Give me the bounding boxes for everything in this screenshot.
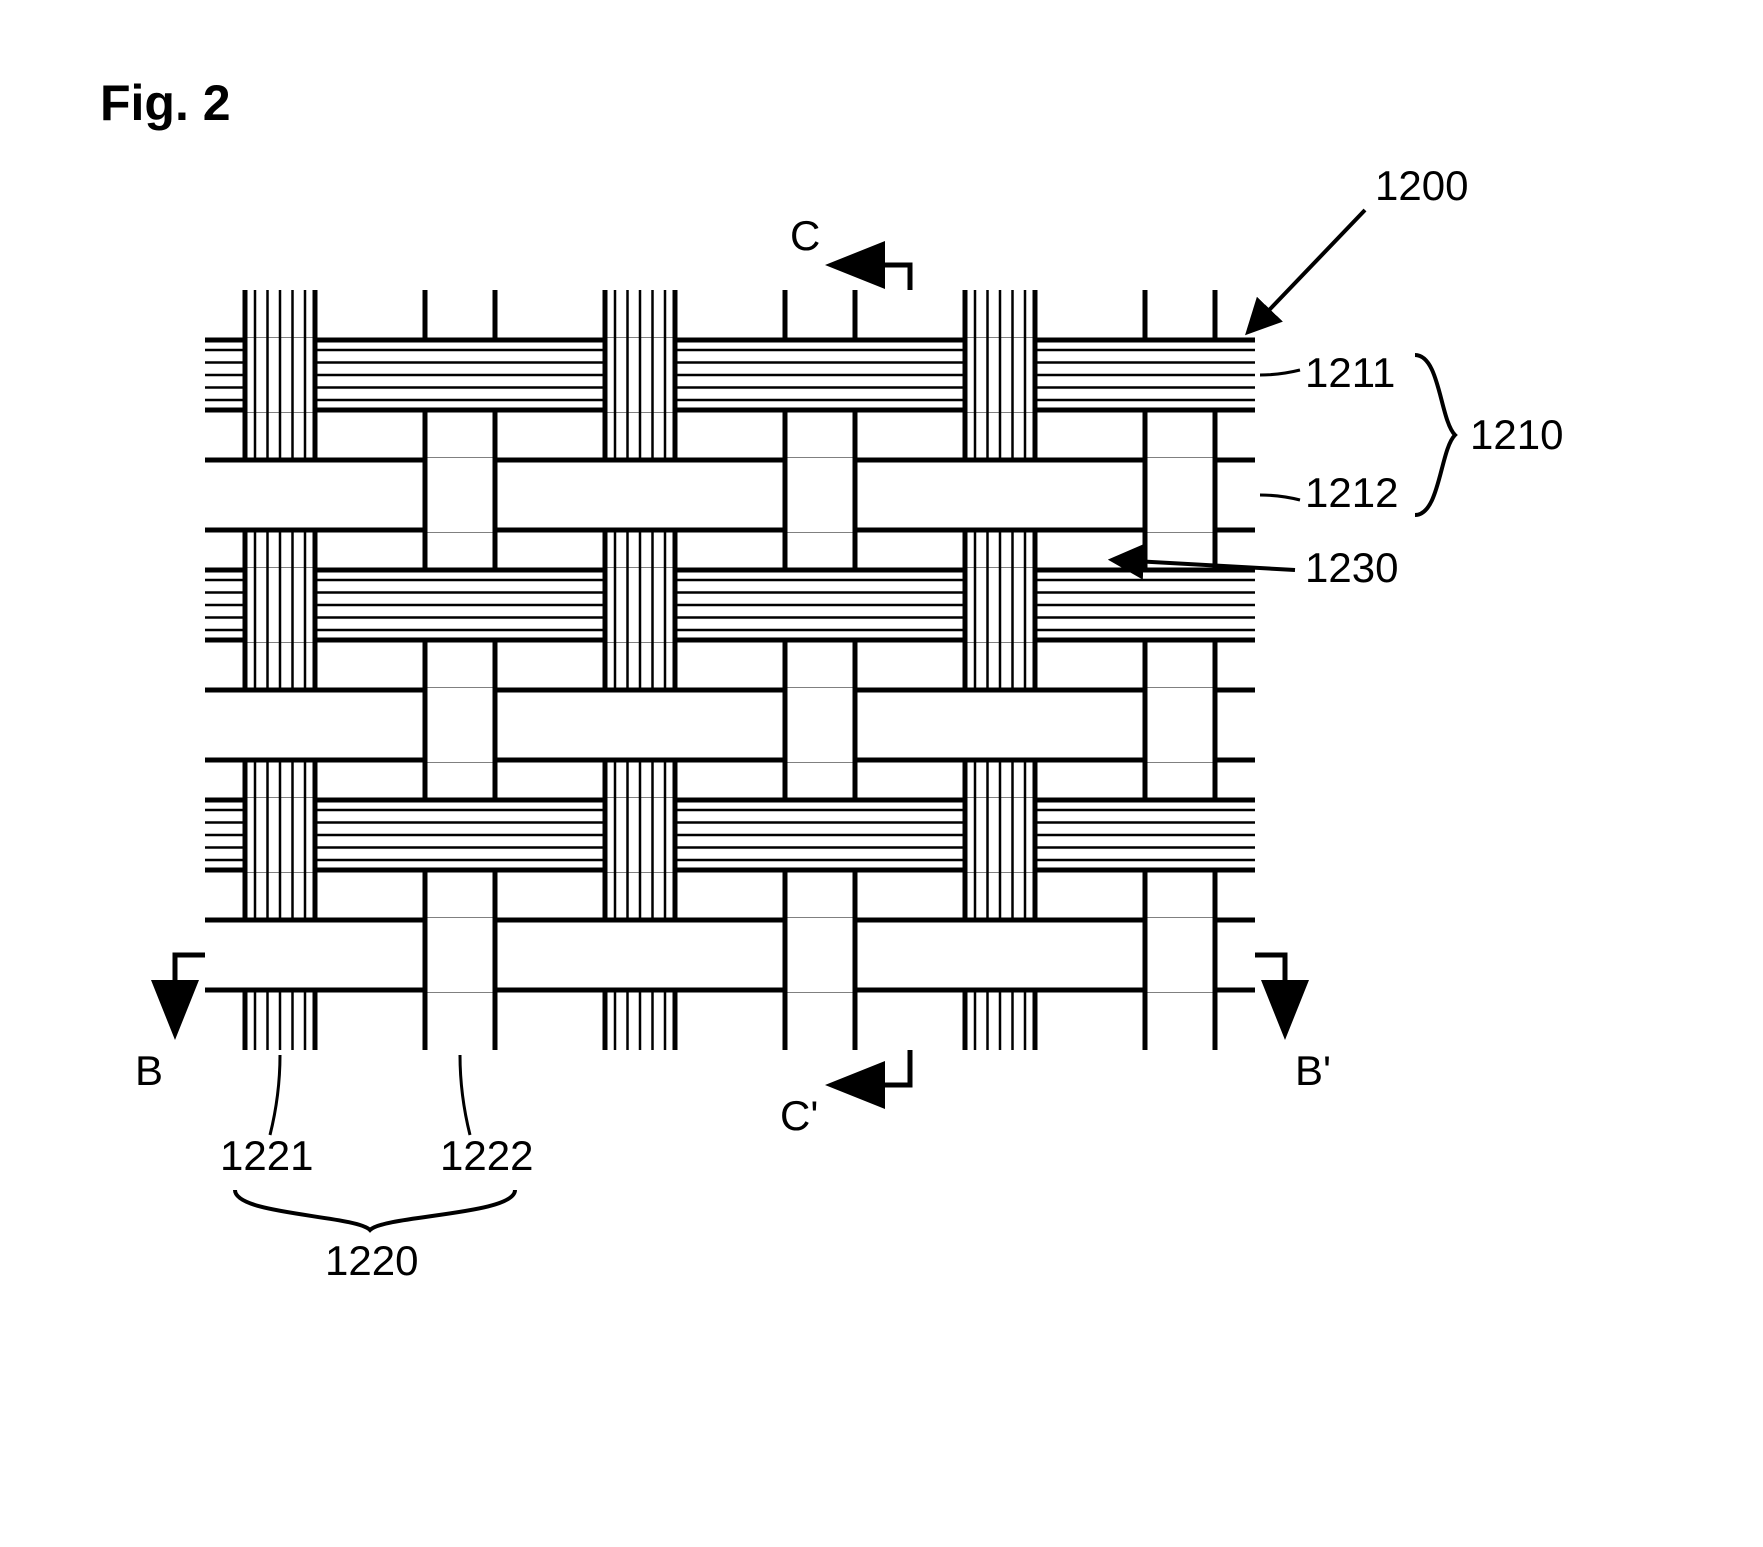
leader-1211 (1260, 370, 1300, 375)
callout-1222: 1222 (440, 1132, 533, 1179)
section-C-bottom (855, 1050, 910, 1085)
callout-1212: 1212 (1305, 469, 1398, 516)
leader-1212 (1260, 495, 1300, 500)
section-label-C: C (790, 212, 820, 259)
callout-1210: 1210 (1470, 411, 1563, 458)
brace-1220 (235, 1190, 515, 1230)
figure-2-diagram: Fig. 2 1200 1211 1212 1210 1230 1221 1222 1220 B B… (0, 0, 1763, 1547)
section-label-B: B (135, 1047, 163, 1094)
leader-1222 (460, 1055, 470, 1135)
leader-1221 (270, 1055, 280, 1135)
brace-1210 (1415, 355, 1455, 515)
section-label-Bprime: B' (1295, 1047, 1331, 1094)
callout-1211: 1211 (1305, 349, 1395, 396)
section-B-right (1255, 955, 1285, 1010)
section-B-left (175, 955, 205, 1010)
section-label-Cprime: C' (780, 1092, 818, 1139)
section-C-top (855, 265, 910, 290)
callout-1221: 1221 (220, 1132, 313, 1179)
callout-1230: 1230 (1305, 544, 1398, 591)
leader-1200 (1250, 210, 1365, 330)
callout-1220: 1220 (325, 1237, 418, 1284)
callout-1200: 1200 (1375, 162, 1468, 209)
figure-label: Fig. 2 (100, 75, 231, 131)
